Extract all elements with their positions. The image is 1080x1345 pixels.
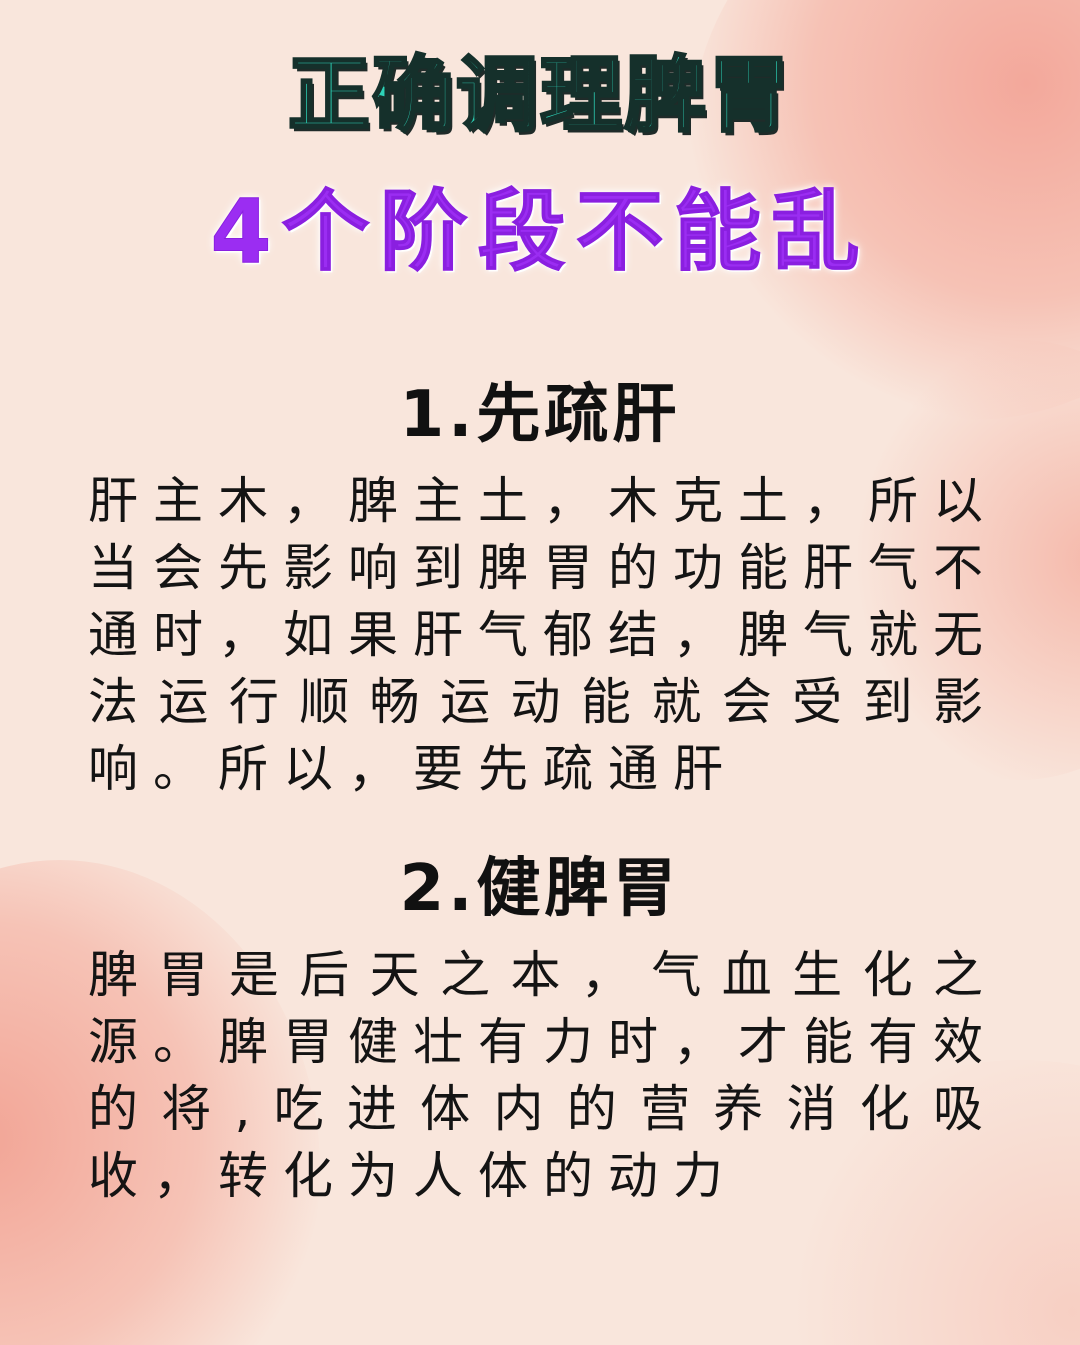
page-title: 正确调理脾胃 bbox=[286, 47, 792, 145]
section-body-spleen-stomach: 脾胃是后天之本，气血生化之源。脾胃健壮有力时，才能有效的将,吃进体内的营养消化吸… bbox=[88, 946, 998, 1205]
section-heading-spleen-stomach: 2.健脾胃 bbox=[399, 852, 681, 926]
section-heading-liver: 1.先疏肝 bbox=[399, 378, 681, 452]
section-body-liver: 肝主木，脾主土，木克土，所以当会先影响到脾胃的功能肝气不通时，如果肝气郁结，脾气… bbox=[88, 472, 998, 798]
page-subtitle: 4个阶段不能乱 bbox=[210, 180, 870, 284]
